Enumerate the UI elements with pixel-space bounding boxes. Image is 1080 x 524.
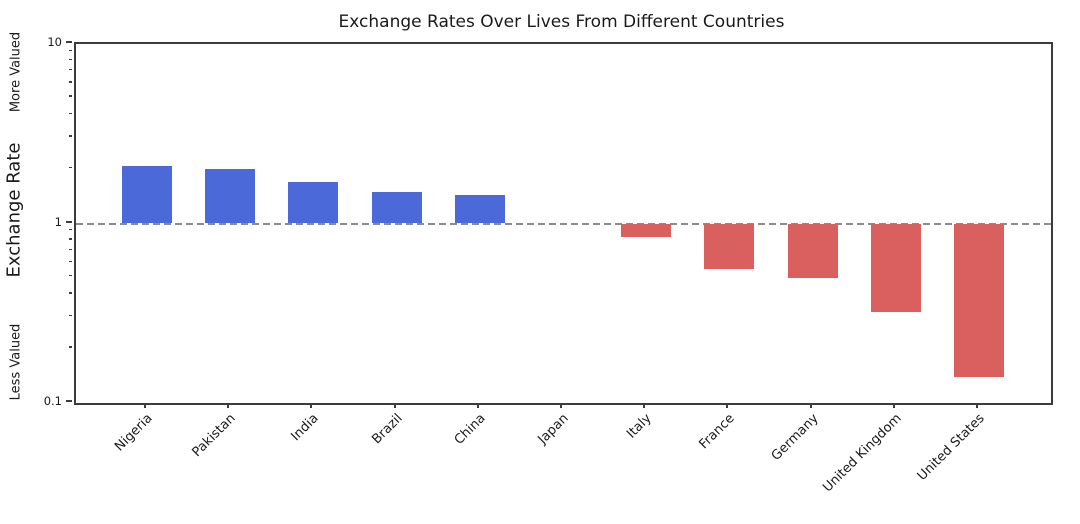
y-minor-tick bbox=[69, 346, 72, 348]
reference-line bbox=[76, 222, 1051, 225]
y-axis-label: Exchange Rate bbox=[3, 142, 25, 278]
y-tick-label: 10 bbox=[47, 35, 62, 49]
y-minor-tick bbox=[69, 95, 72, 97]
y-minor-tick bbox=[69, 314, 72, 317]
y-minor-tick bbox=[69, 112, 72, 115]
y-major-tick bbox=[66, 220, 72, 223]
x-tick bbox=[976, 403, 978, 408]
y-major-tick bbox=[66, 41, 72, 43]
bar-germany bbox=[787, 223, 838, 278]
y-minor-tick bbox=[69, 238, 72, 240]
bar-united-states bbox=[954, 223, 1004, 377]
y-minor-tick bbox=[69, 248, 72, 250]
y-tick-label: 0.1 bbox=[43, 394, 62, 408]
y-minor-tick bbox=[69, 135, 72, 137]
bar-italy bbox=[621, 223, 672, 238]
bar-united-kingdom bbox=[870, 223, 921, 313]
plot-area bbox=[74, 42, 1053, 405]
bar-india bbox=[288, 182, 339, 224]
y-minor-tick bbox=[69, 166, 72, 169]
y-minor-tick bbox=[69, 49, 72, 51]
y-major-tick bbox=[66, 400, 72, 402]
chart-title: Exchange Rates Over Lives From Different… bbox=[338, 12, 785, 32]
x-tick bbox=[310, 403, 313, 408]
bar-france bbox=[704, 223, 755, 269]
x-tick bbox=[892, 403, 895, 408]
x-tick bbox=[144, 403, 146, 408]
x-tick bbox=[643, 403, 646, 408]
y-minor-tick bbox=[69, 229, 72, 231]
x-tick bbox=[809, 403, 812, 408]
bar-pakistan bbox=[205, 169, 256, 224]
bar-brazil bbox=[371, 191, 422, 224]
bar-china bbox=[454, 194, 505, 224]
y-axis-label-less-valued: Less Valued bbox=[8, 323, 24, 401]
y-minor-tick bbox=[69, 69, 72, 71]
y-tick-label: 1 bbox=[54, 214, 62, 229]
y-minor-tick bbox=[69, 292, 72, 294]
x-tick bbox=[393, 403, 396, 408]
y-axis-label-more-valued: More Valued bbox=[8, 31, 24, 113]
bar-nigeria bbox=[122, 165, 172, 224]
y-minor-tick bbox=[69, 58, 72, 61]
x-tick bbox=[726, 403, 729, 408]
x-tick bbox=[560, 403, 562, 408]
y-minor-tick bbox=[69, 260, 72, 262]
x-tick bbox=[476, 403, 479, 408]
y-minor-tick bbox=[69, 81, 72, 83]
x-tick bbox=[227, 403, 230, 408]
y-minor-tick bbox=[69, 274, 72, 277]
